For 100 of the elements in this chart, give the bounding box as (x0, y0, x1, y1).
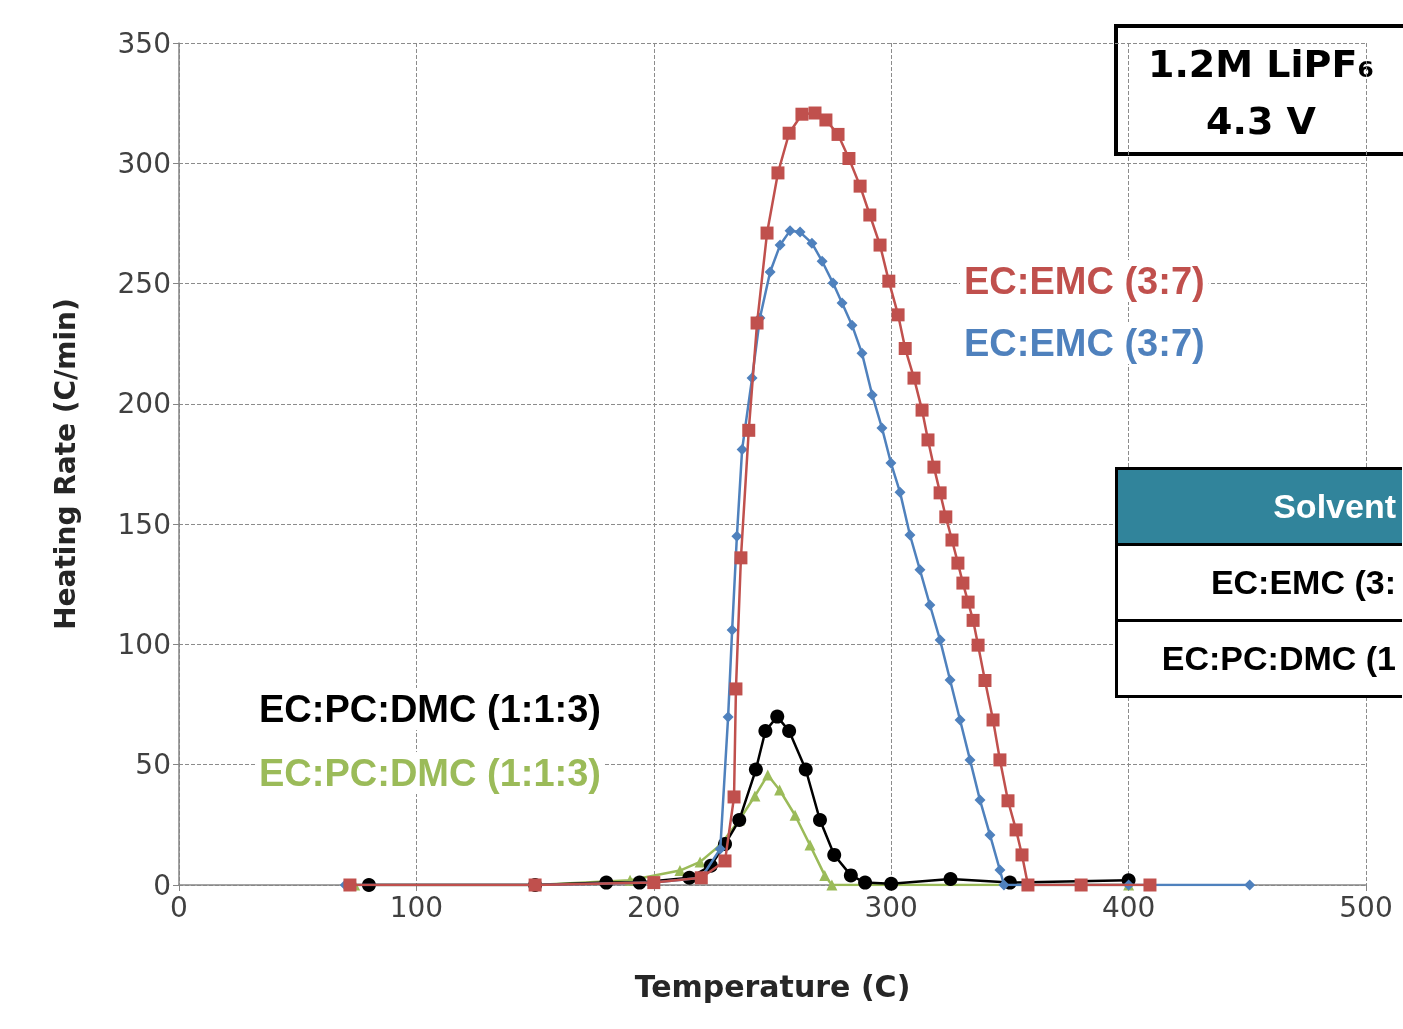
point (1074, 878, 1088, 892)
point (836, 297, 848, 309)
point (758, 724, 773, 739)
x-tick-label: 100 (389, 890, 444, 924)
point (750, 316, 764, 330)
point (843, 868, 858, 883)
point (762, 769, 774, 781)
point (907, 371, 921, 385)
y-tick-label: 350 (117, 26, 171, 60)
point (927, 460, 941, 474)
point (748, 762, 763, 777)
point (795, 107, 809, 121)
x-tick-label: 200 (627, 890, 681, 924)
y-tick-label: 50 (135, 748, 171, 782)
point (812, 813, 827, 828)
point (734, 551, 748, 565)
point (956, 576, 970, 590)
x-tick-label: 400 (1101, 890, 1156, 924)
point (894, 486, 906, 498)
point (816, 255, 828, 267)
text: EC:PC:DMC (1:1:3) (259, 688, 601, 730)
point (804, 839, 816, 851)
point (904, 529, 916, 541)
point (858, 875, 873, 890)
annotation: 1.2M LiPF₆ (1147, 42, 1375, 86)
point (764, 266, 776, 278)
point (933, 486, 947, 500)
y-axis-title: Heating Rate (C/min) (48, 298, 82, 630)
point (921, 433, 935, 447)
point (1009, 823, 1023, 837)
point (770, 709, 785, 724)
point (993, 753, 1007, 767)
point (966, 613, 980, 627)
y-tick-label: 300 (117, 146, 171, 180)
point (951, 556, 965, 570)
point (934, 634, 946, 646)
point (891, 308, 905, 322)
point (774, 784, 786, 796)
point (729, 682, 743, 696)
point (827, 277, 839, 289)
point (842, 151, 856, 165)
point (722, 711, 734, 723)
point (885, 457, 897, 469)
point (876, 422, 888, 434)
point (994, 864, 1006, 876)
point (782, 724, 797, 739)
annotation: 4.3 V (1206, 99, 1317, 143)
y-tick-label: 100 (117, 627, 171, 661)
point (343, 878, 357, 892)
point (882, 274, 896, 288)
annotation: Solvent (1118, 470, 1402, 543)
point (866, 389, 878, 401)
point (961, 595, 975, 609)
series-label: EC:EMC (3:7) (964, 260, 1205, 302)
point (826, 879, 838, 891)
point (971, 638, 985, 652)
point (742, 423, 756, 437)
point (808, 106, 822, 120)
point (782, 126, 796, 140)
table-panel: Solvent EC:EMC (3: EC:PC:DMC (1 (1115, 467, 1402, 698)
point (998, 879, 1010, 891)
point (943, 871, 958, 886)
x-tick-label: 500 (1339, 890, 1393, 924)
point (831, 127, 845, 141)
x-axis-title: Temperature (C) (634, 968, 911, 1004)
point (760, 226, 774, 240)
point (884, 876, 899, 891)
point (749, 790, 761, 802)
point (984, 829, 996, 841)
point (1143, 878, 1157, 892)
point (986, 713, 1000, 727)
point (974, 794, 986, 806)
point (964, 754, 976, 766)
point (924, 599, 936, 611)
y-tick-label: 200 (117, 387, 171, 421)
point (771, 166, 785, 180)
point (798, 762, 813, 777)
annotation: EC:PC:DMC (1 (1118, 619, 1402, 695)
point (856, 347, 868, 359)
point (827, 847, 842, 862)
point (774, 239, 786, 251)
point (1021, 878, 1035, 892)
y-tick-label: 150 (117, 507, 171, 541)
point (863, 208, 877, 222)
point (954, 714, 966, 726)
text: EC:PC:DMC (1:1:3) (259, 752, 601, 794)
point (1244, 879, 1256, 891)
point (853, 179, 867, 193)
point (915, 403, 929, 417)
annotation: EC:EMC (3: (1118, 543, 1402, 619)
point (1001, 794, 1015, 808)
point (789, 809, 801, 821)
point (898, 342, 912, 356)
point (944, 674, 956, 686)
point (726, 624, 738, 636)
point (819, 869, 831, 881)
point (914, 564, 926, 576)
point (978, 674, 992, 688)
point (784, 225, 796, 237)
point (794, 226, 806, 238)
